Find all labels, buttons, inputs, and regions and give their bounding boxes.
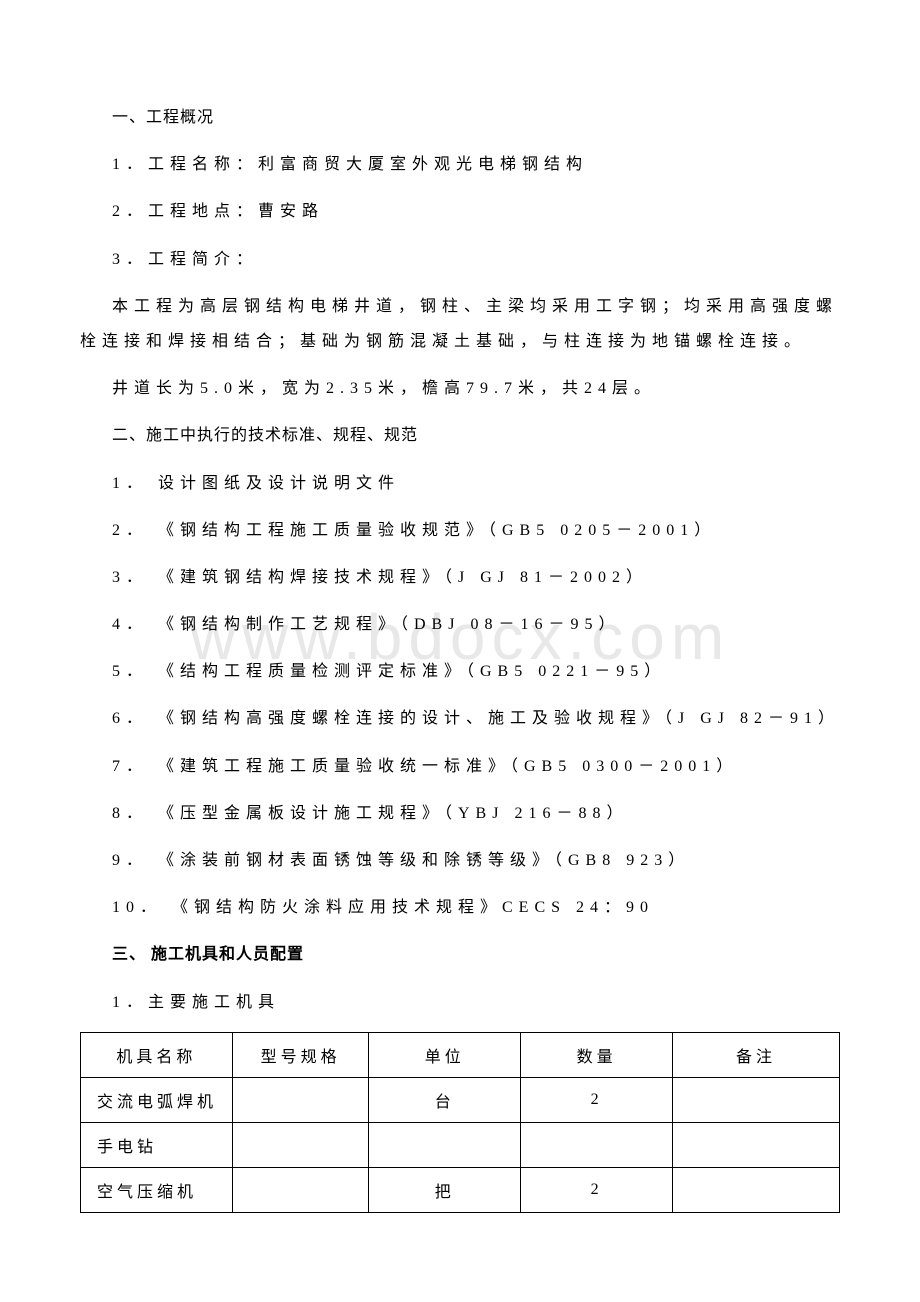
document-body: 一、工程概况 1．工程名称：利富商贸大厦室外观光电梯钢结构 2．工程地点：曹安路…: [80, 100, 840, 1213]
col-remark: 备注: [673, 1032, 840, 1077]
cell-model: [232, 1167, 369, 1212]
section-2-title: 二、施工中执行的技术标准、规程、规范: [80, 418, 840, 453]
table-row: 手电钻: [81, 1122, 840, 1167]
col-model: 型号规格: [232, 1032, 369, 1077]
s2-line-8: 8． 《压型金属板设计施工规程》（YBJ 216－88）: [80, 796, 840, 831]
section-1-title: 一、工程概况: [80, 100, 840, 135]
table-header-row: 机具名称 型号规格 单位 数量 备注: [81, 1032, 840, 1077]
cell-remark: [673, 1122, 840, 1167]
table-row: 空气压缩机 把 2: [81, 1167, 840, 1212]
s2-line-1: 1． 设计图纸及设计说明文件: [80, 466, 840, 501]
col-unit: 单位: [369, 1032, 521, 1077]
cell-name: 交流电弧焊机: [81, 1077, 233, 1122]
cell-model: [232, 1122, 369, 1167]
s1-line-4: 本工程为高层钢结构电梯井道，钢柱、主梁均采用工字钢；均采用高强度螺栓连接和焊接相…: [80, 289, 840, 359]
s2-line-3: 3． 《建筑钢结构焊接技术规程》（J GJ 81－2002）: [80, 560, 840, 595]
cell-remark: [673, 1077, 840, 1122]
col-qty: 数量: [521, 1032, 673, 1077]
s2-line-6: 6． 《钢结构高强度螺栓连接的设计、施工及验收规程》（J GJ 82－91）: [80, 701, 840, 736]
s2-line-10: 10． 《钢结构防火涂料应用技术规程》CECS 24：90: [80, 890, 840, 925]
section-3-title: 三、 施工机具和人员配置: [80, 937, 840, 972]
cell-qty: 2: [521, 1167, 673, 1212]
s2-line-2: 2． 《钢结构工程施工质量验收规范》（GB5 0205－2001）: [80, 513, 840, 548]
s1-line-1: 1．工程名称：利富商贸大厦室外观光电梯钢结构: [80, 147, 840, 182]
s2-line-5: 5． 《结构工程质量检测评定标准》（GB5 0221－95）: [80, 654, 840, 689]
cell-qty: 2: [521, 1077, 673, 1122]
s2-line-7: 7． 《建筑工程施工质量验收统一标准》（GB5 0300－2001）: [80, 749, 840, 784]
cell-unit: 台: [369, 1077, 521, 1122]
cell-qty: [521, 1122, 673, 1167]
s1-line-3: 3．工程简介：: [80, 242, 840, 277]
cell-unit: 把: [369, 1167, 521, 1212]
s1-line-5: 井道长为5.0米，宽为2.35米，檐高79.7米，共24层。: [80, 371, 840, 406]
s2-line-9: 9． 《涂装前钢材表面锈蚀等级和除锈等级》（GB8 923）: [80, 843, 840, 878]
cell-unit: [369, 1122, 521, 1167]
cell-model: [232, 1077, 369, 1122]
cell-name: 空气压缩机: [81, 1167, 233, 1212]
s3-line-1: 1．主要施工机具: [80, 985, 840, 1020]
equipment-table: 机具名称 型号规格 单位 数量 备注 交流电弧焊机 台 2 手电钻: [80, 1032, 840, 1213]
table-row: 交流电弧焊机 台 2: [81, 1077, 840, 1122]
s2-line-4: 4． 《钢结构制作工艺规程》（DBJ 08－16－95）: [80, 607, 840, 642]
s1-line-2: 2．工程地点：曹安路: [80, 194, 840, 229]
col-name: 机具名称: [81, 1032, 233, 1077]
cell-name: 手电钻: [81, 1122, 233, 1167]
cell-remark: [673, 1167, 840, 1212]
